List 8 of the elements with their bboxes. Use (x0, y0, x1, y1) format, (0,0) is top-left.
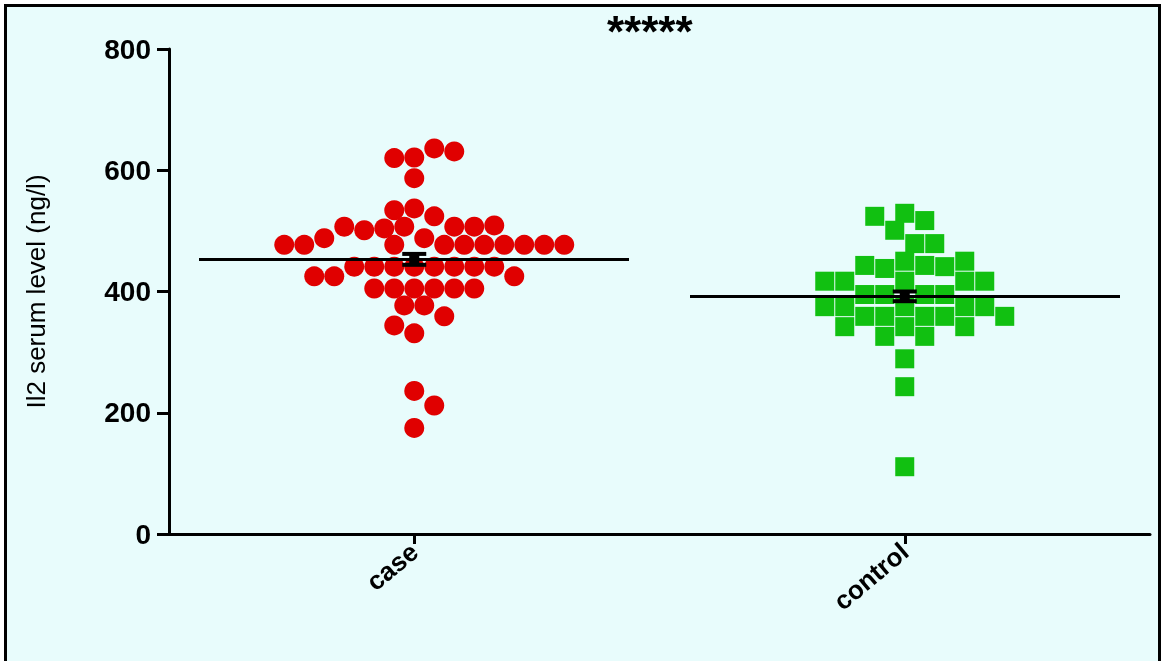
y-tick-label: 400 (104, 276, 151, 307)
y-axis-title: Il2 serum level (ng/l) (21, 174, 51, 409)
x-tick-label: case (360, 536, 424, 597)
y-tick-label: 200 (104, 397, 151, 429)
annotation: ***** (607, 6, 694, 56)
y-tick-label: 600 (104, 154, 151, 186)
y-tick-label: 0 (135, 518, 151, 550)
y-tick-label: 800 (104, 33, 151, 65)
